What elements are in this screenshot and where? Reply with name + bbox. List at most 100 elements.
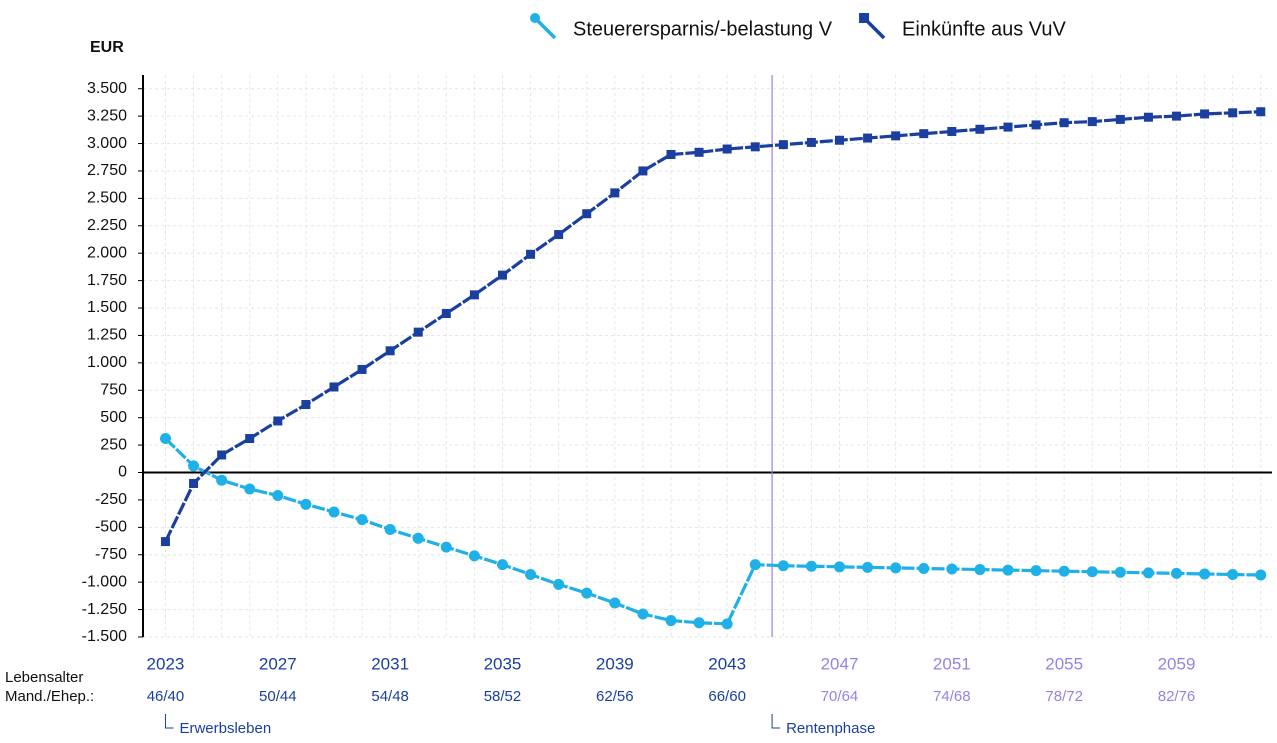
point [1143,112,1153,122]
point [665,615,677,627]
x-tick-label: 2023 [147,654,185,673]
point [946,563,958,575]
point [833,561,845,573]
point [778,140,788,150]
point [1003,122,1013,132]
point [722,144,732,154]
point [217,450,227,460]
x-tick-label: 2035 [484,654,522,673]
point [1171,567,1183,579]
point [1086,566,1098,578]
point [1228,108,1238,118]
point [272,490,284,502]
y-tick-label: 2.250 [87,217,127,234]
point [1031,120,1041,130]
point [890,562,902,574]
legend-label: Steuerersparnis/-belastung V [573,18,833,40]
point [441,309,451,319]
y-tick-label: -500 [95,519,127,536]
age-label: 70/64 [821,688,859,705]
x-tick-label: 2047 [821,654,859,673]
point [468,550,480,562]
age-label: 74/68 [933,688,971,705]
y-tick-label: 3.500 [87,80,127,97]
point [159,433,171,445]
point [694,147,704,157]
age-label: 62/56 [596,688,634,705]
point [805,560,817,572]
point [582,209,592,219]
y-unit-label: EUR [90,39,124,56]
point [750,142,760,152]
point [1227,568,1239,580]
point [637,608,649,620]
point [1199,568,1211,580]
point [300,498,312,510]
age-label: 78/72 [1045,688,1083,705]
point [1114,566,1126,578]
point [609,597,621,609]
point [440,541,452,553]
point [553,578,565,590]
point [385,346,395,356]
point [273,416,283,426]
y-tick-label: 750 [100,381,127,398]
annotation-bracket [164,714,174,729]
point [918,562,930,574]
y-tick-label: -750 [95,546,127,563]
point [188,460,200,472]
y-tick-label: 0 [118,464,127,481]
point [244,483,256,495]
y-tick-label: 500 [100,409,127,426]
y-tick-label: 1.250 [87,327,127,344]
series-line [164,437,1261,626]
series-line [164,110,1261,543]
x-tick-label: 2027 [259,654,297,673]
point [1002,564,1014,576]
point [1087,117,1097,127]
point [469,290,479,300]
point [216,474,228,486]
y-tick-label: 1.500 [87,299,127,316]
point [160,537,170,547]
x-tick-label: 2043 [708,654,746,673]
point [526,249,536,259]
y-tick-label: 3.000 [87,135,127,152]
point [974,564,986,576]
point [328,506,340,518]
legend-marker [859,13,870,23]
y-tick-label: 1.000 [87,354,127,371]
annotation: Erwerbsleben [179,720,271,737]
row-label: Mand./Ehep.: [5,688,94,705]
age-label: 50/44 [259,688,297,705]
point [413,327,423,337]
point [610,188,620,198]
annotation-bracket [771,714,781,729]
point [777,560,789,572]
x-tick-label: 2059 [1158,654,1196,673]
point [496,559,508,571]
age-label: 66/60 [708,688,746,705]
point [1058,565,1070,577]
point [1142,567,1154,579]
point [554,230,564,240]
point [189,478,199,488]
point [666,150,676,160]
point [919,129,929,139]
age-label: 58/52 [484,688,522,705]
point [693,617,705,629]
x-tick-label: 2055 [1045,654,1083,673]
y-tick-label: 2.500 [87,190,127,207]
point [891,131,901,141]
point [1059,118,1069,128]
point [301,400,311,410]
point [1200,109,1210,119]
legend-marker [530,13,540,23]
point [525,568,537,580]
y-tick-label: 3.250 [87,107,127,124]
point [384,524,396,536]
x-tick-label: 2031 [371,654,409,673]
point [1172,111,1182,121]
point [975,124,985,134]
